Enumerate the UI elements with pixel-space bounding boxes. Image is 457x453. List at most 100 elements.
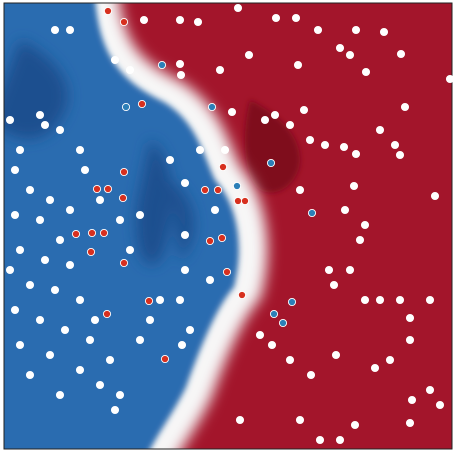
point (200, 185, 210, 195)
point (205, 236, 215, 246)
point (60, 325, 70, 335)
point (329, 280, 339, 290)
point (307, 208, 317, 218)
point (355, 235, 365, 245)
point (180, 265, 190, 275)
point (222, 267, 232, 277)
point (430, 191, 440, 201)
point (395, 295, 405, 305)
point (55, 390, 65, 400)
point (390, 140, 400, 150)
point (324, 265, 334, 275)
point (75, 365, 85, 375)
point (195, 145, 205, 155)
point (215, 65, 225, 75)
point (25, 280, 35, 290)
point (205, 275, 215, 285)
point (213, 185, 223, 195)
point (375, 125, 385, 135)
point (400, 102, 410, 112)
point (75, 145, 85, 155)
point (121, 102, 131, 112)
point (25, 185, 35, 195)
point (35, 315, 45, 325)
point (80, 165, 90, 175)
point (375, 295, 385, 305)
point (45, 195, 55, 205)
point (339, 142, 349, 152)
point (15, 245, 25, 255)
point (306, 370, 316, 380)
point (103, 184, 113, 194)
point (270, 110, 280, 120)
point (278, 318, 288, 328)
point (405, 313, 415, 323)
point (175, 295, 185, 305)
point (232, 181, 242, 191)
point (305, 135, 315, 145)
point (361, 67, 371, 77)
point (165, 155, 175, 165)
point (255, 330, 265, 340)
point (119, 258, 129, 268)
point (10, 305, 20, 315)
point (445, 74, 455, 84)
point (118, 193, 128, 203)
point (71, 229, 81, 239)
point (40, 120, 50, 130)
point (50, 25, 60, 35)
point (379, 27, 389, 37)
point (407, 395, 417, 405)
point (227, 107, 237, 117)
point (370, 363, 380, 373)
point (295, 415, 305, 425)
point (315, 435, 325, 445)
point (395, 150, 405, 160)
point (217, 233, 227, 243)
point (125, 65, 135, 75)
point (35, 110, 45, 120)
point (144, 296, 154, 306)
point (360, 220, 370, 230)
point (435, 400, 445, 410)
point (75, 295, 85, 305)
point (10, 165, 20, 175)
point (176, 70, 186, 80)
point (35, 215, 45, 225)
point (405, 418, 415, 428)
point (313, 25, 323, 35)
point (86, 247, 96, 257)
point (15, 340, 25, 350)
point (65, 260, 75, 270)
point (291, 13, 301, 23)
point (103, 6, 113, 16)
point (110, 55, 120, 65)
point (160, 354, 170, 364)
point (260, 115, 270, 125)
point (119, 17, 129, 27)
point (125, 245, 135, 255)
point (157, 60, 167, 70)
point (145, 315, 155, 325)
point (360, 295, 370, 305)
point (155, 295, 165, 305)
point (237, 290, 247, 300)
point (269, 309, 279, 319)
point (287, 297, 297, 307)
point (235, 415, 245, 425)
point (345, 50, 355, 60)
point (175, 59, 185, 69)
point (139, 15, 149, 25)
point (137, 99, 147, 109)
point (349, 181, 359, 191)
point (135, 335, 145, 345)
point (105, 355, 115, 365)
point (25, 370, 35, 380)
point (293, 60, 303, 70)
point (115, 390, 125, 400)
point (110, 405, 120, 415)
point (210, 205, 220, 215)
point (299, 105, 309, 115)
point (425, 385, 435, 395)
